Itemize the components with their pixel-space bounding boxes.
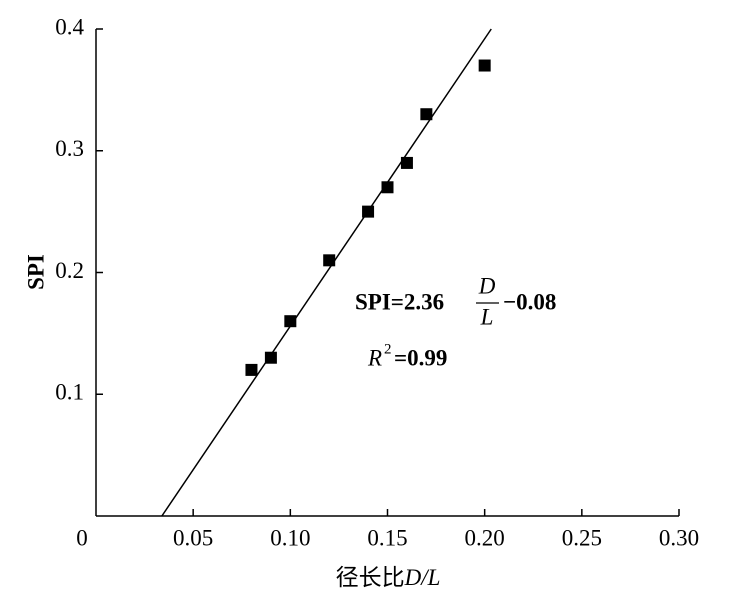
data-point (478, 59, 491, 72)
r2-exponent: 2 (384, 341, 392, 357)
data-point (381, 181, 394, 194)
x-axis-label-italic: D/L (404, 565, 441, 590)
x-axis-label: 径长比D/L (336, 565, 441, 590)
equation-lhs: SPI=2.36 (355, 289, 444, 314)
x-tick-label: 0.25 (562, 525, 602, 550)
y-tick-label: 0.3 (55, 136, 84, 161)
equation-rhs: −0.08 (503, 289, 556, 314)
x-tick-label: 0.05 (173, 525, 213, 550)
r2-symbol: R (367, 345, 382, 370)
y-axis-label: SPI (23, 254, 48, 290)
equation-numerator: D (478, 273, 496, 298)
y-tick-label: 0.4 (55, 14, 84, 39)
x-tick-label: 0 (76, 525, 88, 550)
y-tick-label: 0.1 (55, 380, 84, 405)
x-tick-label: 0.30 (659, 525, 699, 550)
x-tick-label: 0.10 (270, 525, 310, 550)
data-point (264, 351, 277, 364)
x-tick-label: 0.20 (465, 525, 505, 550)
data-point (245, 363, 258, 376)
data-point (284, 315, 297, 328)
data-point (420, 108, 433, 121)
r2-value: =0.99 (394, 345, 447, 370)
x-tick-label: 0.15 (367, 525, 407, 550)
fit-line (161, 28, 492, 517)
equation-denominator: L (480, 304, 494, 329)
data-point (362, 205, 375, 218)
data-point (400, 156, 413, 169)
y-tick-label: 0.2 (55, 258, 84, 283)
x-axis-label-text: 径长比 (336, 565, 405, 590)
data-point (323, 254, 336, 267)
